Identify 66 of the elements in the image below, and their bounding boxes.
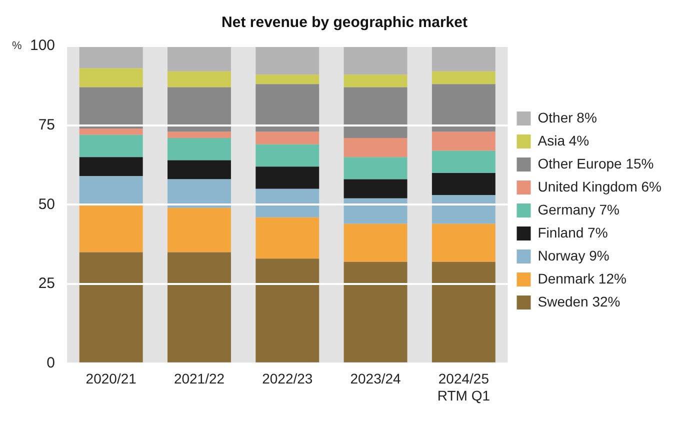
legend-label: United Kingdom 6% xyxy=(538,178,662,194)
bar xyxy=(168,87,231,132)
bar xyxy=(256,84,320,132)
bar xyxy=(344,74,408,88)
legend-label: Germany 7% xyxy=(538,201,620,218)
bar xyxy=(344,198,408,224)
legend-label: Finland 7% xyxy=(538,224,608,240)
bar xyxy=(168,71,231,88)
bar xyxy=(432,195,496,224)
legend-label: Asia 4% xyxy=(538,132,590,148)
bar xyxy=(168,138,231,160)
y-tick-label: 75 xyxy=(38,116,56,134)
bar xyxy=(79,68,143,88)
bar xyxy=(344,179,408,198)
bar xyxy=(79,128,143,135)
x-tick-label: 2020/21 xyxy=(86,370,137,387)
bar xyxy=(344,87,408,138)
bar xyxy=(344,262,408,362)
bar xyxy=(256,166,320,189)
bar xyxy=(168,46,231,72)
bar xyxy=(344,157,408,180)
bar xyxy=(168,252,231,362)
bar xyxy=(256,217,320,259)
bar xyxy=(432,84,496,132)
legend-label: Norway 9% xyxy=(538,247,610,264)
bar xyxy=(344,224,408,262)
bar xyxy=(79,176,143,205)
x-tick-label: 2024/25 RTM Q1 xyxy=(437,370,490,404)
bar xyxy=(432,46,496,72)
bar xyxy=(79,134,143,158)
legend-label: Other 8% xyxy=(538,109,597,126)
bar xyxy=(168,179,231,208)
bar xyxy=(79,87,143,129)
y-tick-label: 25 xyxy=(38,275,56,292)
y-axis-title: % xyxy=(12,40,22,52)
bar xyxy=(432,262,496,362)
x-tick-label: 2022/23 xyxy=(262,370,313,387)
bar xyxy=(79,157,143,176)
bar xyxy=(432,224,496,262)
x-tick-label: 2021/22 xyxy=(174,370,225,387)
y-tick-label: 0 xyxy=(46,354,56,372)
bar xyxy=(256,144,320,167)
y-tick-label: 100 xyxy=(30,37,56,54)
bar xyxy=(256,188,320,218)
bar xyxy=(256,132,320,144)
bar xyxy=(432,150,496,173)
bar xyxy=(168,208,231,252)
bar xyxy=(168,132,231,138)
x-tick-label: 2023/24 xyxy=(350,370,402,387)
bar xyxy=(344,138,408,158)
bar xyxy=(168,160,231,180)
bar xyxy=(256,258,320,362)
legend-label: Denmark 12% xyxy=(538,270,626,286)
bar xyxy=(344,46,408,75)
bar xyxy=(256,46,320,75)
bar xyxy=(432,71,496,84)
bar xyxy=(79,46,143,68)
chart-title: Net revenue by geographic market xyxy=(222,14,468,32)
legend-label: Sweden 32% xyxy=(538,293,620,310)
y-tick-label: 50 xyxy=(38,196,56,213)
legend-label: Other Europe 15% xyxy=(538,155,654,172)
bar xyxy=(256,74,320,84)
bar xyxy=(432,172,496,196)
bar xyxy=(79,204,143,252)
bar xyxy=(79,252,143,362)
bar xyxy=(432,132,496,151)
